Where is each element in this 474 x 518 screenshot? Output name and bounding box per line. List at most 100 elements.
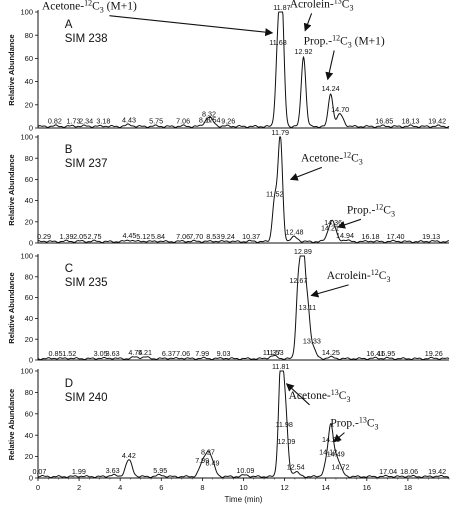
panel-channel: SIM 238	[65, 33, 108, 45]
peak-label: 8.49	[205, 458, 219, 467]
annotation-arrow	[289, 166, 323, 181]
peak-label: 7.06	[176, 349, 190, 358]
peak-label: 8.27	[201, 448, 215, 457]
y-tick-label: 100	[20, 367, 33, 376]
x-tick-label: 18	[404, 483, 412, 492]
y-tick-label: 60	[25, 175, 33, 184]
peak-label: 19.42	[428, 117, 446, 126]
peak-label: 7.99	[195, 349, 209, 358]
y-tick-label: 80	[25, 154, 33, 163]
peak-label: 12.92	[295, 47, 313, 56]
y-axis-label: Relative Abundance	[7, 272, 16, 343]
x-tick-label: 2	[77, 483, 81, 492]
peak-label: 8.32	[202, 110, 216, 119]
peak-label: 12.54	[287, 463, 305, 472]
compound-annotation: Acetone-12C3	[301, 150, 363, 166]
peak-label: 11.81	[272, 362, 289, 371]
peak-label: 5.21	[138, 348, 152, 357]
peak-label: 12.89	[294, 247, 312, 256]
peak-label: 8.17	[199, 116, 213, 125]
peak-label: 11.79	[272, 128, 289, 137]
peak-label: 1.99	[72, 467, 86, 476]
peak-label: 16.85	[375, 117, 393, 126]
peak-label: 11.98	[275, 420, 292, 429]
peak-label: 7.70	[189, 232, 203, 241]
compound-annotation: Prop.-13C3	[330, 416, 378, 432]
y-tick-label: 20	[25, 100, 33, 109]
peak-label: 17.04	[379, 467, 397, 476]
peak-label: 4.42	[122, 451, 136, 460]
y-tick-label: 40	[25, 196, 33, 205]
x-tick-label: 10	[239, 483, 247, 492]
peak-label: 3.63	[106, 349, 120, 358]
peak-label: 14.21	[321, 223, 339, 232]
y-tick-label: 40	[25, 314, 33, 323]
peak-label: 16.41	[366, 349, 384, 358]
peak-label: 7.99	[195, 456, 209, 465]
peak-label: 0.29	[37, 232, 51, 241]
compound-annotation: Prop.-12C3 (M+1)	[304, 33, 385, 49]
panel-letter: C	[65, 263, 73, 275]
peak-label: 10.37	[242, 232, 260, 241]
peak-label: 14.26	[322, 435, 340, 444]
y-tick-label: 0	[29, 356, 33, 365]
peak-label: 4.45	[122, 231, 136, 240]
peak-label: 0.82	[48, 117, 62, 126]
chromatogram-panel-c: 0 20 40 60 80 100 Relative Abundance C SIM 235 0.…	[7, 247, 450, 365]
peak-label: 5.95	[153, 466, 167, 475]
x-tick-label: 0	[36, 483, 40, 492]
y-tick-label: 60	[25, 54, 33, 63]
chromatogram-trace	[37, 370, 450, 479]
y-tick-label: 0	[29, 239, 33, 248]
peak-label: 14.12	[319, 448, 337, 457]
peak-label: 17.40	[387, 232, 405, 241]
peak-label: 16.18	[361, 232, 379, 241]
y-tick-label: 80	[25, 272, 33, 281]
y-tick-label: 0	[29, 124, 33, 133]
peak-label: 11.68	[269, 38, 286, 47]
x-tick-label: 16	[363, 483, 371, 492]
peak-label: 12.48	[285, 228, 303, 237]
peak-label: 13.11	[299, 303, 316, 312]
peak-label: 2.34	[79, 117, 93, 126]
y-tick-label: 100	[20, 252, 33, 261]
annotation-arrow	[310, 284, 349, 298]
x-tick-label: 12	[280, 483, 288, 492]
peak-label: 11.37	[263, 348, 280, 357]
peak-label: 5.84	[151, 232, 165, 241]
x-tick-label: 8	[200, 483, 204, 492]
y-axis-label: Relative Abundance	[7, 154, 16, 225]
peak-label: 2.05	[73, 232, 87, 241]
peak-label: 1.52	[62, 349, 76, 358]
y-tick-label: 0	[29, 474, 33, 483]
panel-channel: SIM 237	[65, 158, 108, 170]
peak-label: 3.63	[106, 466, 120, 475]
x-tick-label: 4	[118, 483, 122, 492]
annotation-arrow	[303, 13, 313, 32]
peak-label: 1.73	[67, 117, 81, 126]
panel-letter: D	[65, 378, 73, 390]
peak-label: 8.53	[206, 232, 220, 241]
peak-label: 7.06	[176, 232, 190, 241]
peak-label: 11.53	[266, 348, 283, 357]
peak-label: 5.75	[149, 117, 163, 126]
peak-label: 19.13	[422, 232, 440, 241]
peak-label: 9.26	[221, 117, 235, 126]
compound-annotation: Acrolein-13C3	[290, 0, 354, 12]
compound-annotation: Acetone-13C3	[289, 388, 351, 404]
peak-label: 14.24	[322, 84, 340, 93]
chromatogram-trace	[37, 11, 450, 129]
compound-annotation: Prop.-12C3	[347, 202, 395, 218]
peak-label: 19.42	[428, 467, 446, 476]
y-tick-label: 40	[25, 77, 33, 86]
peak-label: 12.67	[289, 276, 307, 285]
peak-label: 0.07	[32, 467, 46, 476]
peak-label: 14.70	[331, 105, 349, 114]
chromatogram-panel-a: 0 20 40 60 80 100 Relative Abundance A SIM 238 0.…	[7, 0, 450, 133]
compound-annotation: Acrolein-12C3	[327, 268, 391, 284]
peak-label: 14.94	[336, 231, 354, 240]
peak-label: 14.72	[331, 463, 349, 472]
peak-label: 11.87	[273, 3, 290, 12]
y-tick-label: 100	[20, 8, 33, 17]
